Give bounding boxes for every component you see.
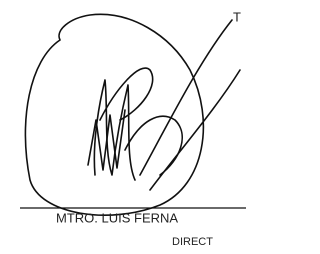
signature-document: T MTRO. LUIS FERNA DIRECT [0, 0, 246, 254]
signer-name: MTRO. LUIS FERNA [56, 210, 178, 225]
header-fragment: T [233, 9, 241, 24]
signature [25, 14, 240, 215]
signer-title: DIRECT [172, 236, 213, 248]
page: T MTRO. LUIS FERNA DIRECT {"header_fragm… [0, 0, 246, 254]
